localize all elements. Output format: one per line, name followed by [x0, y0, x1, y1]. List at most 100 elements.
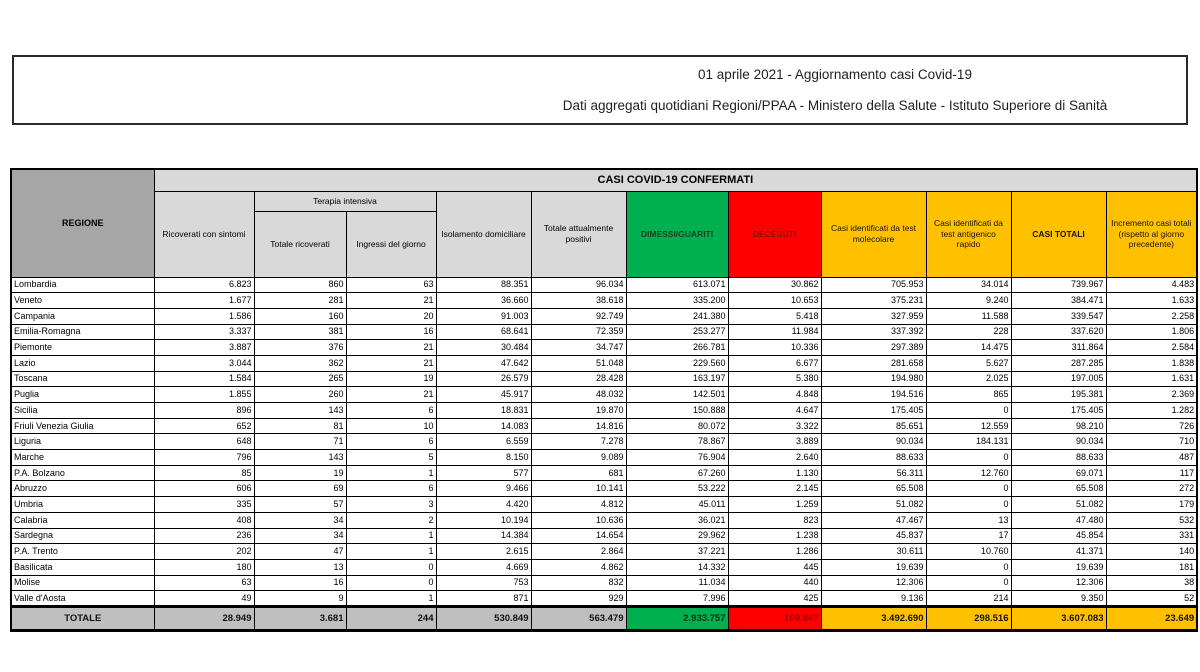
totals-value-cell: 530.849 — [435, 604, 532, 632]
value-cell: 337.620 — [1010, 323, 1107, 341]
totals-value-cell: 23.649 — [1105, 604, 1198, 632]
value-cell: 88.633 — [1010, 449, 1107, 466]
value-cell: 69 — [253, 480, 347, 498]
value-cell: 163.197 — [625, 370, 729, 388]
value-cell: 20 — [345, 307, 437, 325]
totals-value-cell: 28.949 — [153, 604, 255, 632]
value-cell: 606 — [153, 480, 255, 498]
value-cell: 871 — [435, 590, 532, 607]
region-name-cell: Sicilia — [10, 402, 155, 419]
value-cell: 1.259 — [727, 496, 822, 513]
value-cell: 311.864 — [1010, 339, 1107, 356]
region-name-cell: Toscana — [10, 370, 155, 388]
value-cell: 1.631 — [1105, 370, 1198, 388]
value-cell: 2.258 — [1105, 307, 1198, 325]
value-cell: 710 — [1105, 433, 1198, 451]
totals-value-cell: 3.681 — [253, 604, 347, 632]
value-cell: 72.359 — [530, 323, 627, 341]
region-name-cell: Umbria — [10, 496, 155, 513]
value-cell: 12.306 — [820, 574, 927, 592]
value-cell: 753 — [435, 574, 532, 592]
value-cell: 1.633 — [1105, 292, 1198, 309]
value-cell: 21 — [345, 339, 437, 356]
value-cell: 34 — [253, 511, 347, 529]
region-name-cell: Calabria — [10, 511, 155, 529]
value-cell: 9 — [253, 590, 347, 607]
value-cell: 65.508 — [1010, 480, 1107, 498]
value-cell: 12.306 — [1010, 574, 1107, 592]
value-cell: 34 — [253, 527, 347, 545]
value-cell: 823 — [727, 511, 822, 529]
totals-label-cell: TOTALE — [10, 604, 155, 632]
value-cell: 51.082 — [1010, 496, 1107, 513]
value-cell: 362 — [253, 354, 347, 372]
region-name-cell: P.A. Trento — [10, 543, 155, 560]
table-row: Toscana 1.584 265 19 26.579 28.428 163.197 5.38… — [10, 370, 1198, 388]
value-cell: 1 — [345, 527, 437, 545]
value-cell: 19 — [345, 370, 437, 388]
value-cell: 5.380 — [727, 370, 822, 388]
region-name-cell: Marche — [10, 449, 155, 466]
value-cell: 98.210 — [1010, 417, 1107, 435]
value-cell: 10.336 — [727, 339, 822, 356]
value-cell: 19 — [253, 464, 347, 482]
value-cell: 229.560 — [625, 354, 729, 372]
value-cell: 860 — [253, 276, 347, 294]
table-row: P.A. Trento 202 47 1 2.615 2.864 37.221 1.286 30… — [10, 543, 1198, 560]
value-cell: 10.653 — [727, 292, 822, 309]
value-cell: 142.501 — [625, 386, 729, 403]
value-cell: 63 — [153, 574, 255, 592]
value-cell: 236 — [153, 527, 255, 545]
value-cell: 381 — [253, 323, 347, 341]
value-cell: 5.418 — [727, 307, 822, 325]
value-cell: 331 — [1105, 527, 1198, 545]
value-cell: 45.837 — [820, 527, 927, 545]
value-cell: 6 — [345, 480, 437, 498]
value-cell: 10.636 — [530, 511, 627, 529]
value-cell: 14.475 — [925, 339, 1012, 356]
value-cell: 90.034 — [1010, 433, 1107, 451]
value-cell: 266.781 — [625, 339, 729, 356]
table-title: CASI COVID-19 CONFERMATI — [153, 168, 1198, 192]
value-cell: 36.660 — [435, 292, 532, 309]
value-cell: 6 — [345, 433, 437, 451]
value-cell: 272 — [1105, 480, 1198, 498]
value-cell: 143 — [253, 449, 347, 466]
table-row: Emilia-Romagna 3.337 381 16 68.641 72.359 253.… — [10, 323, 1198, 341]
region-name-cell: Lazio — [10, 354, 155, 372]
value-cell: 1.282 — [1105, 402, 1198, 419]
value-cell: 28.428 — [530, 370, 627, 388]
value-cell: 19.639 — [1010, 558, 1107, 576]
column-header-casi-totali: CASI TOTALI — [1010, 190, 1107, 278]
table-row: Lombardia 6.823 860 63 88.351 96.034 613.071 30… — [10, 276, 1198, 294]
value-cell: 81 — [253, 417, 347, 435]
value-cell: 85.651 — [820, 417, 927, 435]
value-cell: 1.806 — [1105, 323, 1198, 341]
value-cell: 175.405 — [1010, 402, 1107, 419]
value-cell: 140 — [1105, 543, 1198, 560]
totals-value-cell: 2.933.757 — [625, 604, 729, 632]
value-cell: 3.044 — [153, 354, 255, 372]
region-name-cell: Liguria — [10, 433, 155, 451]
value-cell: 10.194 — [435, 511, 532, 529]
value-cell: 197.005 — [1010, 370, 1107, 388]
value-cell: 10.760 — [925, 543, 1012, 560]
region-name-cell: Piemonte — [10, 339, 155, 356]
region-name-cell: Puglia — [10, 386, 155, 403]
region-name-cell: Emilia-Romagna — [10, 323, 155, 341]
value-cell: 47.467 — [820, 511, 927, 529]
value-cell: 181 — [1105, 558, 1198, 576]
value-cell: 652 — [153, 417, 255, 435]
table-row: Puglia 1.855 260 21 45.917 48.032 142.501 4.848… — [10, 386, 1198, 403]
value-cell: 56.311 — [820, 464, 927, 482]
value-cell: 375.231 — [820, 292, 927, 309]
region-name-cell: Molise — [10, 574, 155, 592]
value-cell: 179 — [1105, 496, 1198, 513]
value-cell: 265 — [253, 370, 347, 388]
value-cell: 9.240 — [925, 292, 1012, 309]
table-row: Calabria 408 34 2 10.194 10.636 36.021 823 47.46… — [10, 511, 1198, 529]
column-header-attuali-positivi: Totale attualmente positivi — [530, 190, 627, 278]
value-cell: 30.611 — [820, 543, 927, 560]
value-cell: 88.633 — [820, 449, 927, 466]
